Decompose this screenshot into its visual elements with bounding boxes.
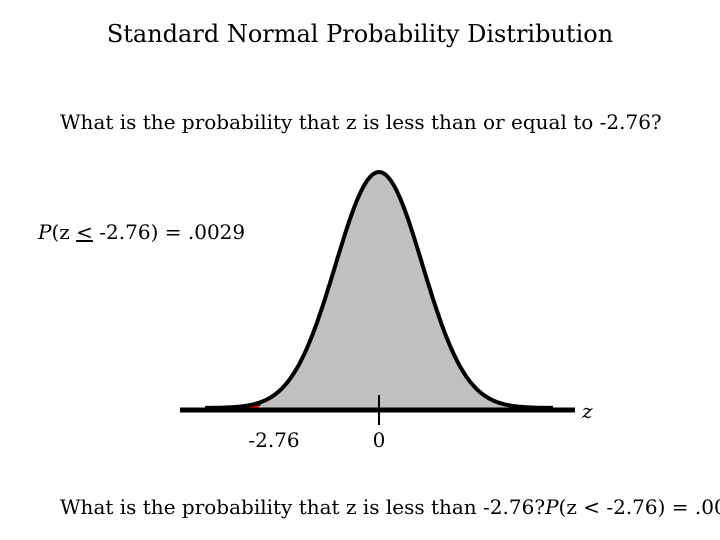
zero-tick-label: 0 — [373, 428, 386, 452]
probability-statement: P(z < -2.76) = .0029 — [38, 220, 245, 244]
bell-curve-outline — [205, 169, 553, 410]
bottom-question-text: What is the probability that z is less t… — [60, 495, 546, 519]
z-axis-label: z — [581, 399, 593, 423]
probability-rest: -2.76) = .0029 — [92, 220, 246, 244]
question-text: What is the probability that z is less t… — [60, 110, 662, 134]
less-equal-symbol: < — [76, 220, 93, 244]
probability-symbol: P — [38, 220, 52, 244]
bottom-question: What is the probability that z is less t… — [60, 495, 720, 519]
bottom-probability-rest: (z < -2.76) = .0029 — [558, 495, 720, 519]
cutoff-tick-label: -2.76 — [248, 428, 299, 452]
page-title: Standard Normal Probability Distribution — [106, 20, 614, 48]
bell-curve-area — [205, 172, 553, 408]
bottom-probability-symbol: P — [545, 495, 559, 519]
probability-open: (z — [51, 220, 77, 244]
